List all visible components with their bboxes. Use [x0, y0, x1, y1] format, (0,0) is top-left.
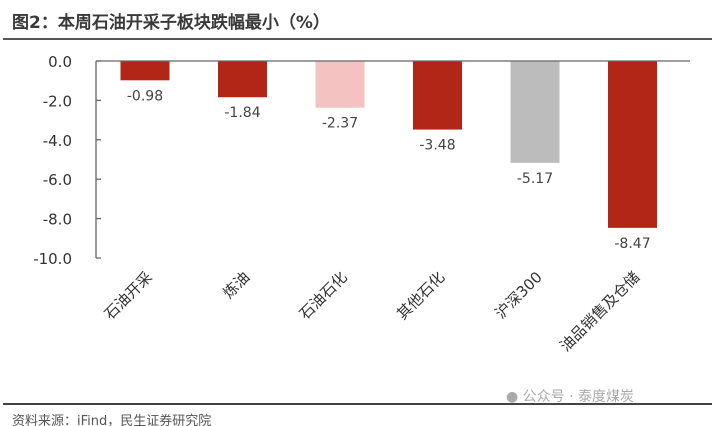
bar [218, 61, 267, 98]
y-tick-label: -4.0 [43, 132, 72, 150]
bar [608, 61, 657, 228]
y-tick-label: -2.0 [43, 92, 72, 110]
y-tick-label: -6.0 [43, 171, 72, 189]
bar [120, 61, 170, 81]
bar-chart: -0.98 石油开采 -1.84 炼油 -2.37 石油石化 -3.48 其他石化 -5.17 沪… [33, 53, 690, 355]
data-label: -8.47 [614, 236, 650, 252]
x-tick-label: 石油石化 [296, 268, 351, 323]
x-tick-label: 沪深300 [492, 268, 546, 322]
data-label: -3.48 [419, 138, 455, 154]
wechat-icon: ● [506, 389, 519, 405]
x-tick-label: 其他石化 [393, 268, 448, 323]
watermark: ● 公众号 · 泰度煤炭 [506, 386, 634, 406]
y-tick-label: 0.0 [48, 53, 72, 71]
watermark-text: 公众号 · 泰度煤炭 [522, 389, 635, 405]
bar [510, 61, 560, 163]
title-divider [3, 38, 712, 40]
x-tick-label: 炼油 [219, 268, 253, 302]
data-label: -1.84 [224, 105, 260, 121]
x-tick-label: 石油开采 [101, 268, 156, 323]
data-label: -2.37 [322, 116, 358, 132]
y-tick-label: -8.0 [43, 211, 72, 229]
data-label: -0.98 [127, 88, 163, 104]
data-label: -5.17 [517, 171, 553, 187]
source-note: 资料来源：iFind，民生证券研究院 [12, 414, 212, 426]
x-tick-label: 油品销售及仓储 [556, 268, 643, 355]
chart-title: 图2：本周石油开采子板块跌幅最小（%） [12, 13, 330, 33]
y-tick-label: -10.0 [33, 250, 72, 268]
bar [413, 61, 462, 130]
bar [315, 61, 365, 108]
footer-divider [3, 403, 712, 405]
